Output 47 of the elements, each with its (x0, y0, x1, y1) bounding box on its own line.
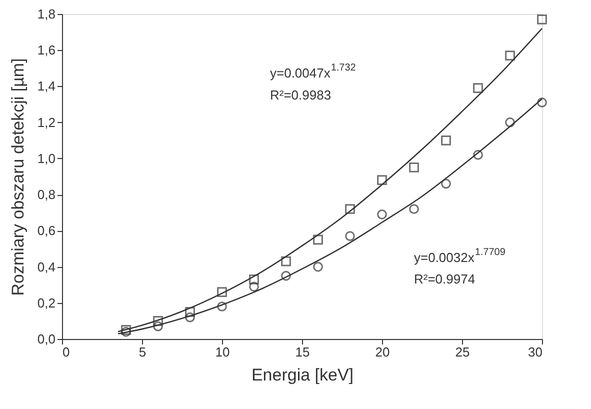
point (537, 14, 547, 24)
point (537, 98, 547, 108)
y-axis-title: Rozmiary obszaru detekcji [µm] (8, 58, 28, 296)
x-tick-label: 10 (215, 344, 230, 360)
annotation: R²=0.9974 (414, 271, 476, 286)
y-tick-label: 1,0 (37, 150, 56, 166)
point (345, 231, 355, 242)
point (153, 316, 163, 326)
point (409, 162, 419, 172)
x-tick-label: 25 (455, 344, 470, 360)
point (281, 256, 291, 266)
y-tick-label: 0,2 (37, 295, 56, 310)
point (409, 204, 419, 214)
point (217, 302, 227, 312)
point (185, 312, 195, 322)
point (345, 204, 355, 214)
y-tick-label: 0,4 (37, 259, 56, 274)
x-axis-title: Energia [keV] (251, 366, 354, 384)
x-tick-label: 5 (138, 344, 146, 360)
x-tick-label: 30 (528, 344, 542, 360)
y-tick-label: 0,6 (37, 223, 56, 238)
x-tick-label: 0 (62, 344, 70, 360)
y-tick-label: 0,0 (37, 332, 56, 346)
point (153, 321, 163, 332)
annotation: R²=0.9983 (270, 87, 332, 102)
point (249, 282, 259, 292)
point (473, 150, 483, 160)
point (313, 262, 323, 272)
point (185, 306, 195, 317)
point (473, 83, 483, 93)
y-tick-label: 0,8 (37, 187, 56, 202)
point (281, 270, 291, 281)
point (441, 135, 451, 146)
point (505, 117, 515, 128)
y-tick-label: 1,4 (37, 78, 56, 94)
x-tick-label: 15 (295, 344, 310, 360)
point (217, 287, 227, 297)
point (377, 209, 387, 220)
point (377, 175, 387, 186)
y-tick-label: 1,6 (37, 42, 56, 58)
point (249, 274, 259, 284)
point (505, 50, 515, 60)
point (441, 178, 451, 189)
point (313, 234, 323, 245)
y-tick-label: 1,8 (37, 6, 56, 22)
x-tick-label: 20 (375, 344, 390, 360)
y-tick-label: 1,2 (37, 114, 56, 130)
